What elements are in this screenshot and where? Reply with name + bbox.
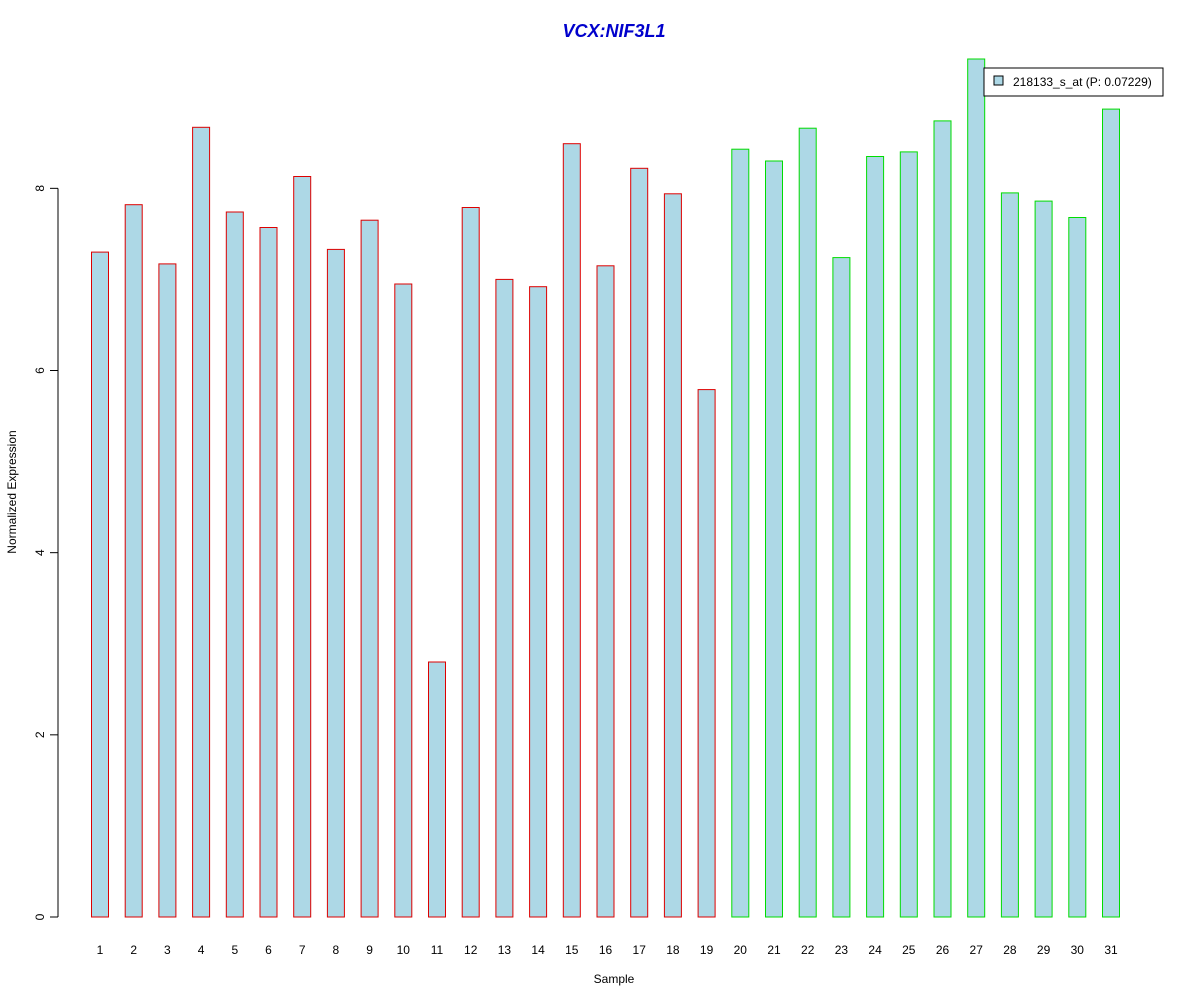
x-tick-label: 27 (970, 943, 984, 957)
x-tick-label: 28 (1003, 943, 1017, 957)
chart-title: VCX:NIF3L1 (562, 21, 665, 41)
x-tick-label: 5 (231, 943, 238, 957)
x-tick-label: 13 (498, 943, 512, 957)
x-tick-label: 18 (666, 943, 680, 957)
y-axis-label: Normalized Expression (5, 430, 19, 553)
x-tick-label: 6 (265, 943, 272, 957)
bar-sample-21 (765, 160, 783, 918)
bars-group (91, 58, 1120, 918)
bar-sample-31 (1102, 108, 1120, 918)
x-tick-label: 20 (734, 943, 748, 957)
bar-sample-22 (798, 127, 817, 918)
bar-sample-20 (731, 148, 750, 918)
bar-sample-6 (259, 227, 278, 918)
x-tick-label: 19 (700, 943, 714, 957)
x-tick-label: 2 (130, 943, 137, 957)
bar-sample-24 (866, 156, 885, 918)
bar-sample-13 (495, 278, 514, 918)
y-tick-label: 4 (33, 549, 47, 556)
x-tick-label: 29 (1037, 943, 1051, 957)
bar-sample-25 (899, 151, 918, 918)
bar-sample-10 (394, 283, 413, 918)
bar-sample-2 (124, 204, 143, 918)
x-tick-label: 22 (801, 943, 815, 957)
x-tick-label: 25 (902, 943, 916, 957)
x-tick-label: 1 (97, 943, 104, 957)
bar-sample-26 (933, 120, 952, 918)
x-tick-label: 7 (299, 943, 306, 957)
y-tick-label: 2 (33, 731, 47, 738)
bar-sample-8 (326, 248, 345, 918)
bar-sample-17 (630, 167, 649, 918)
bar-sample-14 (529, 286, 548, 918)
bar-sample-9 (360, 219, 379, 918)
legend-label: 218133_s_at (P: 0.07229) (1013, 75, 1152, 89)
x-tick-label: 14 (531, 943, 545, 957)
x-tick-label: 15 (565, 943, 579, 957)
bar-sample-18 (663, 193, 682, 918)
bar-sample-19 (697, 389, 716, 918)
x-tick-label: 24 (868, 943, 882, 957)
x-tick-label: 9 (366, 943, 373, 957)
bar-sample-1 (91, 251, 109, 918)
x-tick-label: 8 (333, 943, 340, 957)
y-tick-label: 6 (33, 367, 47, 374)
y-tick-label: 0 (33, 913, 47, 920)
y-axis: 0 2 4 6 8 (33, 185, 59, 920)
bar-sample-23 (832, 257, 851, 918)
bar-sample-11 (428, 661, 446, 918)
bar-sample-5 (225, 211, 244, 918)
bar-sample-27 (967, 58, 986, 918)
bar-sample-30 (1068, 217, 1087, 918)
x-axis-label: Sample (594, 972, 635, 986)
bar-sample-4 (192, 126, 211, 918)
bar-sample-16 (596, 265, 615, 918)
y-tick-label: 8 (33, 185, 47, 192)
x-tick-label: 11 (431, 943, 444, 957)
bar-sample-29 (1034, 200, 1053, 918)
x-tick-label: 3 (164, 943, 171, 957)
x-tick-label: 21 (767, 943, 781, 957)
bar-sample-12 (461, 207, 480, 918)
bar-sample-7 (293, 176, 312, 918)
legend-box (983, 67, 1164, 97)
x-tick-label: 10 (397, 943, 411, 957)
x-tick-label: 26 (936, 943, 950, 957)
x-tick-label: 31 (1104, 943, 1118, 957)
x-tick-label: 17 (633, 943, 647, 957)
bar-sample-15 (562, 143, 581, 918)
legend-swatch (993, 75, 1004, 86)
x-tick-label: 23 (835, 943, 849, 957)
legend: 218133_s_at (P: 0.07229) (983, 67, 1164, 97)
x-tick-label: 16 (599, 943, 613, 957)
x-tick-label: 4 (198, 943, 205, 957)
x-tick-labels: 1 2 3 4 5 6 7 8 9 10 11 12 13 14 15 16 17 18 19 20 21 22 23 24 2… (97, 943, 1118, 957)
x-tick-label: 12 (464, 943, 478, 957)
bar-sample-3 (158, 263, 177, 918)
x-tick-label: 30 (1071, 943, 1085, 957)
bar-sample-28 (1000, 192, 1019, 918)
